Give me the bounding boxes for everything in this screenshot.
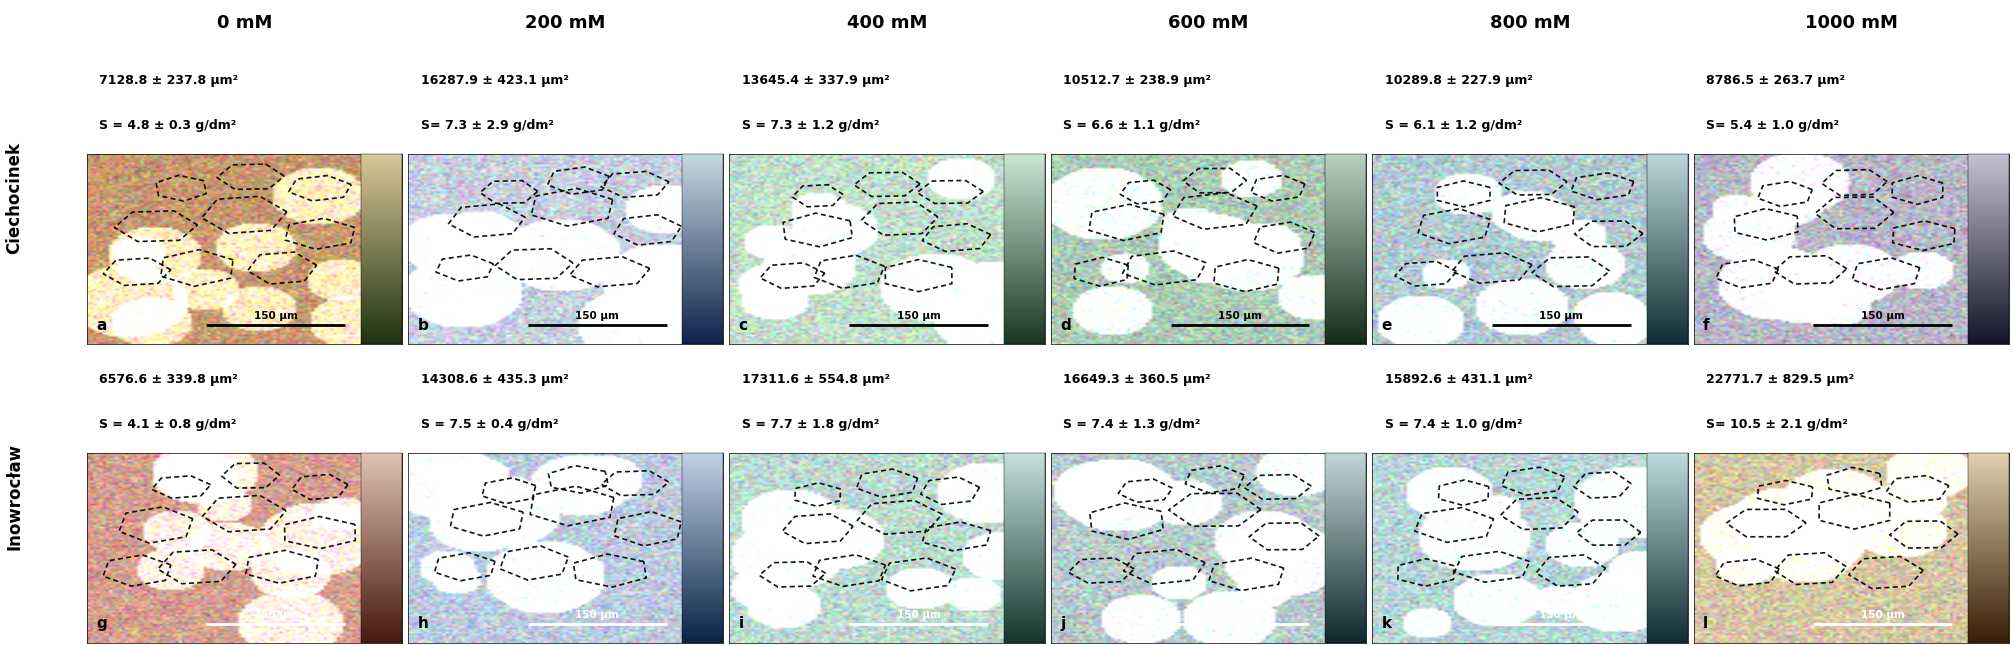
Text: 8786.5 ± 263.7 μm²: 8786.5 ± 263.7 μm² xyxy=(1707,74,1846,87)
Text: 150 μm: 150 μm xyxy=(576,610,620,620)
Text: Ciechocinek: Ciechocinek xyxy=(6,142,22,254)
Text: 150 μm: 150 μm xyxy=(896,610,940,620)
Text: 6576.6 ± 339.8 μm²: 6576.6 ± 339.8 μm² xyxy=(99,373,238,386)
Text: 150 μm: 150 μm xyxy=(896,311,940,321)
Text: 16649.3 ± 360.5 μm²: 16649.3 ± 360.5 μm² xyxy=(1063,373,1212,386)
Text: 17311.6 ± 554.8 μm²: 17311.6 ± 554.8 μm² xyxy=(743,373,890,386)
Text: S = 7.3 ± 1.2 g/dm²: S = 7.3 ± 1.2 g/dm² xyxy=(743,120,880,132)
Text: S= 10.5 ± 2.1 g/dm²: S= 10.5 ± 2.1 g/dm² xyxy=(1707,418,1848,431)
Text: 150 μm: 150 μm xyxy=(1540,311,1584,321)
Text: S= 7.3 ± 2.9 g/dm²: S= 7.3 ± 2.9 g/dm² xyxy=(421,120,554,132)
Text: 150 μm: 150 μm xyxy=(576,311,620,321)
Text: 600 mM: 600 mM xyxy=(1168,14,1248,32)
Text: 150 μm: 150 μm xyxy=(254,610,298,620)
Text: 15892.6 ± 431.1 μm²: 15892.6 ± 431.1 μm² xyxy=(1385,373,1532,386)
Text: 7128.8 ± 237.8 μm²: 7128.8 ± 237.8 μm² xyxy=(99,74,238,87)
Text: 150 μm: 150 μm xyxy=(1218,311,1262,321)
Text: 150 μm: 150 μm xyxy=(1540,610,1584,620)
Text: g: g xyxy=(97,616,107,631)
Text: l: l xyxy=(1703,616,1709,631)
Text: 150 μm: 150 μm xyxy=(1860,311,1904,321)
Text: S = 7.7 ± 1.8 g/dm²: S = 7.7 ± 1.8 g/dm² xyxy=(743,418,880,431)
Text: 400 mM: 400 mM xyxy=(847,14,928,32)
Text: 0 mM: 0 mM xyxy=(217,14,272,32)
Text: 800 mM: 800 mM xyxy=(1490,14,1570,32)
Text: 150 μm: 150 μm xyxy=(1860,610,1904,620)
Text: 16287.9 ± 423.1 μm²: 16287.9 ± 423.1 μm² xyxy=(421,74,568,87)
Text: 1000 mM: 1000 mM xyxy=(1806,14,1898,32)
Text: c: c xyxy=(739,318,749,333)
Text: 150 μm: 150 μm xyxy=(1218,610,1262,620)
Text: d: d xyxy=(1061,318,1071,333)
Text: j: j xyxy=(1061,616,1065,631)
Text: i: i xyxy=(739,616,745,631)
Text: e: e xyxy=(1381,318,1393,333)
Text: 10289.8 ± 227.9 μm²: 10289.8 ± 227.9 μm² xyxy=(1385,74,1532,87)
Text: 14308.6 ± 435.3 μm²: 14308.6 ± 435.3 μm² xyxy=(421,373,568,386)
Text: 150 μm: 150 μm xyxy=(254,311,298,321)
Text: S = 7.4 ± 1.0 g/dm²: S = 7.4 ± 1.0 g/dm² xyxy=(1385,418,1522,431)
Text: f: f xyxy=(1703,318,1709,333)
Text: h: h xyxy=(417,616,429,631)
Text: S = 6.1 ± 1.2 g/dm²: S = 6.1 ± 1.2 g/dm² xyxy=(1385,120,1522,132)
Text: 10512.7 ± 238.9 μm²: 10512.7 ± 238.9 μm² xyxy=(1063,74,1212,87)
Text: Inowrocław: Inowrocław xyxy=(6,443,22,550)
Text: 22771.7 ± 829.5 μm²: 22771.7 ± 829.5 μm² xyxy=(1707,373,1854,386)
Text: S = 4.8 ± 0.3 g/dm²: S = 4.8 ± 0.3 g/dm² xyxy=(99,120,236,132)
Text: a: a xyxy=(97,318,107,333)
Text: 13645.4 ± 337.9 μm²: 13645.4 ± 337.9 μm² xyxy=(743,74,890,87)
Text: S = 7.5 ± 0.4 g/dm²: S = 7.5 ± 0.4 g/dm² xyxy=(421,418,558,431)
Text: 200 mM: 200 mM xyxy=(525,14,606,32)
Text: b: b xyxy=(417,318,429,333)
Text: S = 6.6 ± 1.1 g/dm²: S = 6.6 ± 1.1 g/dm² xyxy=(1063,120,1200,132)
Text: S = 4.1 ± 0.8 g/dm²: S = 4.1 ± 0.8 g/dm² xyxy=(99,418,238,431)
Text: k: k xyxy=(1381,616,1391,631)
Text: S = 7.4 ± 1.3 g/dm²: S = 7.4 ± 1.3 g/dm² xyxy=(1063,418,1202,431)
Text: S= 5.4 ± 1.0 g/dm²: S= 5.4 ± 1.0 g/dm² xyxy=(1707,120,1840,132)
